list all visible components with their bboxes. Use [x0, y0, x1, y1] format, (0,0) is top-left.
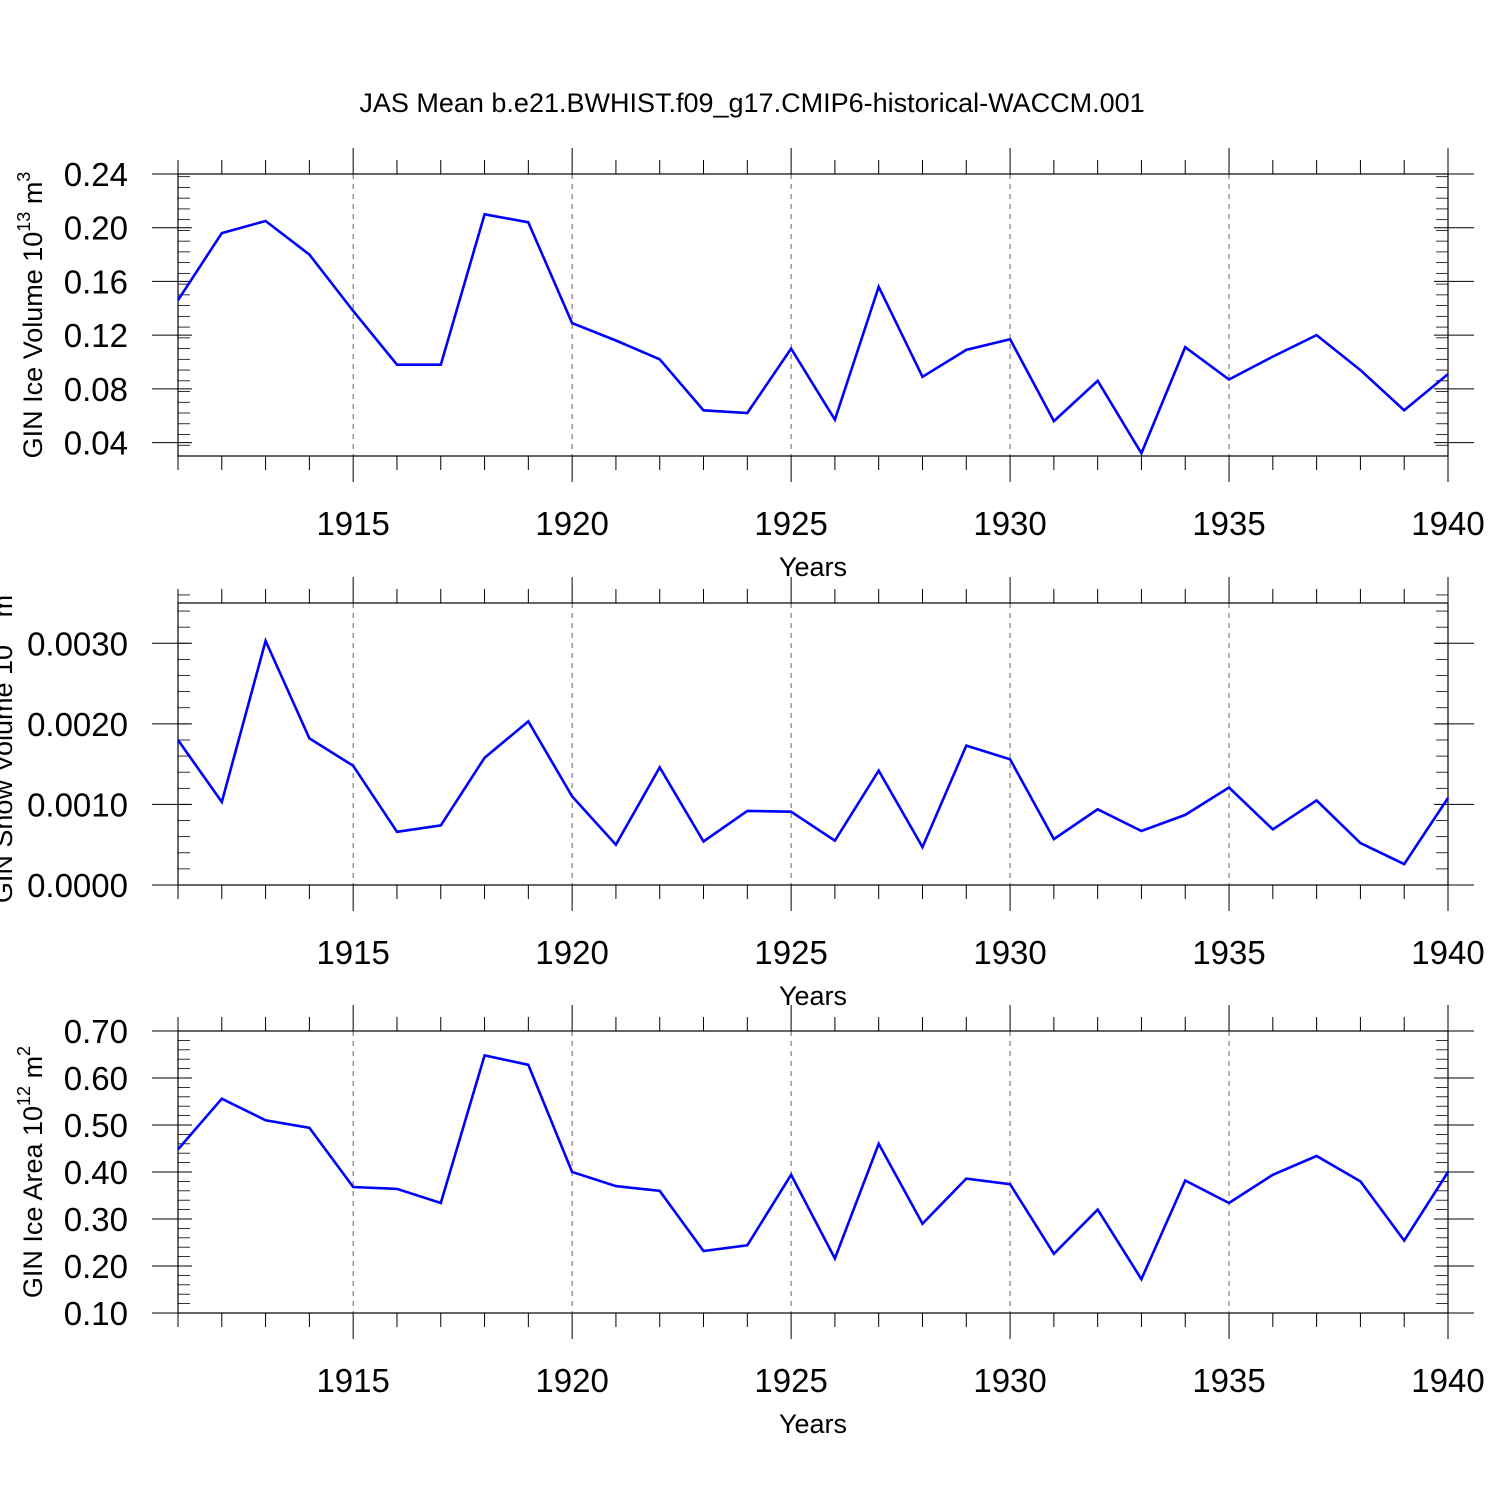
panel-2: 0.0000 0.0010 0.0020 0.0030 1915 1920 1925 1930…: [0, 577, 1485, 1011]
y-tick-label: 0.12: [64, 317, 128, 354]
y-tick-label: 0.40: [64, 1154, 128, 1191]
y-axis-label: GIN Ice Volume 1013 m3: [14, 172, 48, 459]
x-tick-label: 1930: [973, 1362, 1046, 1399]
y-tick-label: 0.24: [64, 156, 128, 193]
x-tick-label: 1930: [973, 505, 1046, 542]
y-axis-label: GIN Ice Area 1012 m2: [14, 1046, 48, 1298]
y-tick-label: 0.60: [64, 1060, 128, 1097]
x-tick-label: 1920: [535, 1362, 608, 1399]
y-tick-label: 0.04: [64, 425, 128, 462]
x-tick-label: 1925: [754, 1362, 827, 1399]
x-tick-label: 1920: [535, 934, 608, 971]
y-tick-label: 0.30: [64, 1201, 128, 1238]
x-tick-label: 1940: [1411, 505, 1484, 542]
panel-3: 0.10 0.20 0.30 0.40 0.50 0.60 0.70 1915 1920 1925…: [14, 1005, 1485, 1439]
x-tick-label: 1940: [1411, 1362, 1484, 1399]
x-tick-label: 1940: [1411, 934, 1484, 971]
y-tick-label: 0.0010: [27, 786, 128, 823]
series-line: [176, 637, 1450, 866]
x-axis-label: Years: [779, 1409, 847, 1439]
x-tick-label: 1925: [754, 934, 827, 971]
y-tick-label: 0.10: [64, 1295, 128, 1332]
panel-1: 0.04 0.08 0.12 0.16 0.20 0.24 1915 1920 1925 1930…: [14, 148, 1485, 582]
x-tick-label: 1915: [316, 1362, 389, 1399]
series-line: [177, 1053, 1450, 1282]
x-axis-label: Years: [779, 552, 847, 582]
x-tick-label: 1915: [316, 505, 389, 542]
y-tick-label: 0.50: [64, 1107, 128, 1144]
x-tick-label: 1935: [1192, 1362, 1265, 1399]
y-axis-label: GIN Snow Volume 1013 m3: [0, 585, 18, 903]
y-tick-label: 0.0030: [27, 625, 128, 662]
series-line: [176, 212, 1449, 457]
x-axis-label: Years: [779, 981, 847, 1011]
y-tick-label: 0.70: [64, 1013, 128, 1050]
y-tick-label: 0.16: [64, 263, 128, 300]
x-tick-label: 1915: [316, 934, 389, 971]
plot-frame: [177, 602, 1449, 886]
plot-frame: [177, 1030, 1449, 1314]
chart-title: JAS Mean b.e21.BWHIST.f09_g17.CMIP6-hist…: [359, 88, 1144, 118]
x-tick-label: 1935: [1192, 934, 1265, 971]
x-tick-label: 1925: [754, 505, 827, 542]
y-tick-label: 0.0000: [27, 867, 128, 904]
y-tick-label: 0.20: [64, 210, 128, 247]
plot-frame: [177, 173, 1449, 457]
y-tick-label: 0.0020: [27, 706, 128, 743]
x-tick-label: 1935: [1192, 505, 1265, 542]
y-tick-label: 0.08: [64, 371, 128, 408]
x-tick-label: 1930: [973, 934, 1046, 971]
x-tick-label: 1920: [535, 505, 608, 542]
y-tick-label: 0.20: [64, 1248, 128, 1285]
